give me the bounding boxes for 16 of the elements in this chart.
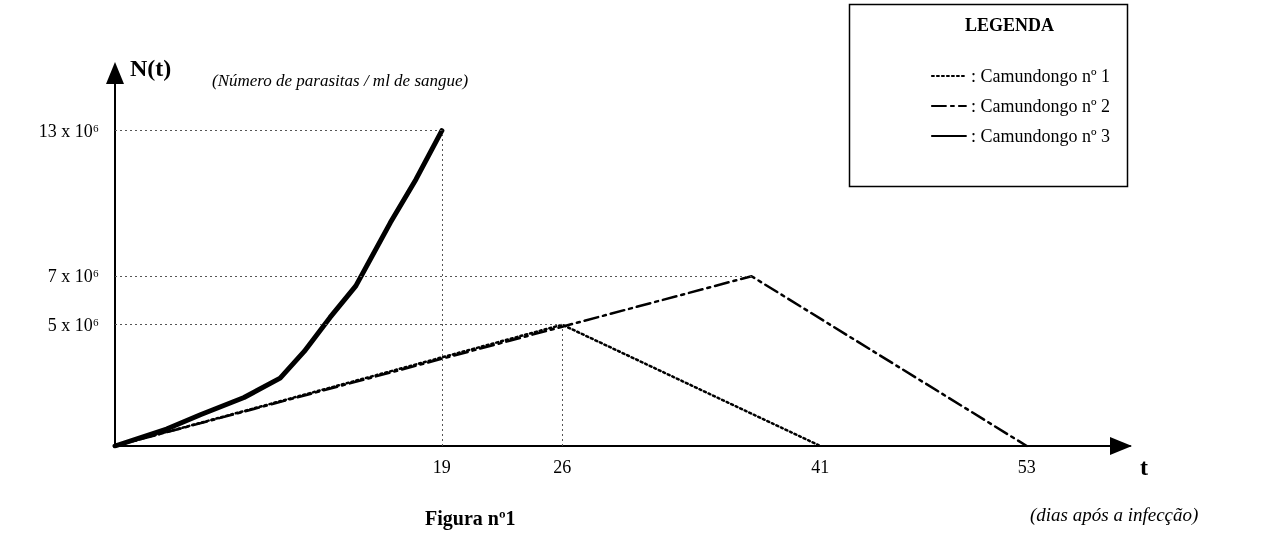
annotation: (Número de parasitas / ml de sangue): [212, 71, 469, 90]
y-tick-label: 5 x 10⁶: [47, 314, 99, 335]
x-tick-label: 19: [432, 457, 451, 477]
y-tick-label: 7 x 10⁶: [47, 266, 99, 287]
x-tick-label: 26: [553, 457, 572, 477]
x-tick-label: 41: [811, 457, 830, 477]
legend-label: : Camundongo nº 2: [970, 96, 1110, 116]
legend-label: : Camundongo nº 1: [970, 66, 1110, 86]
legend-title: LEGENDA: [965, 15, 1055, 35]
y-axis-title: N(t): [130, 55, 172, 81]
text: (dias após a infecção): [1030, 504, 1199, 526]
x-tick-label: 53: [1017, 457, 1036, 477]
text: Figura nº1: [425, 507, 516, 530]
x-axis-title: t: [1140, 454, 1148, 480]
legend-label: : Camundongo nº 3: [970, 126, 1110, 146]
y-tick-label: 13 x 10⁶: [38, 120, 99, 141]
